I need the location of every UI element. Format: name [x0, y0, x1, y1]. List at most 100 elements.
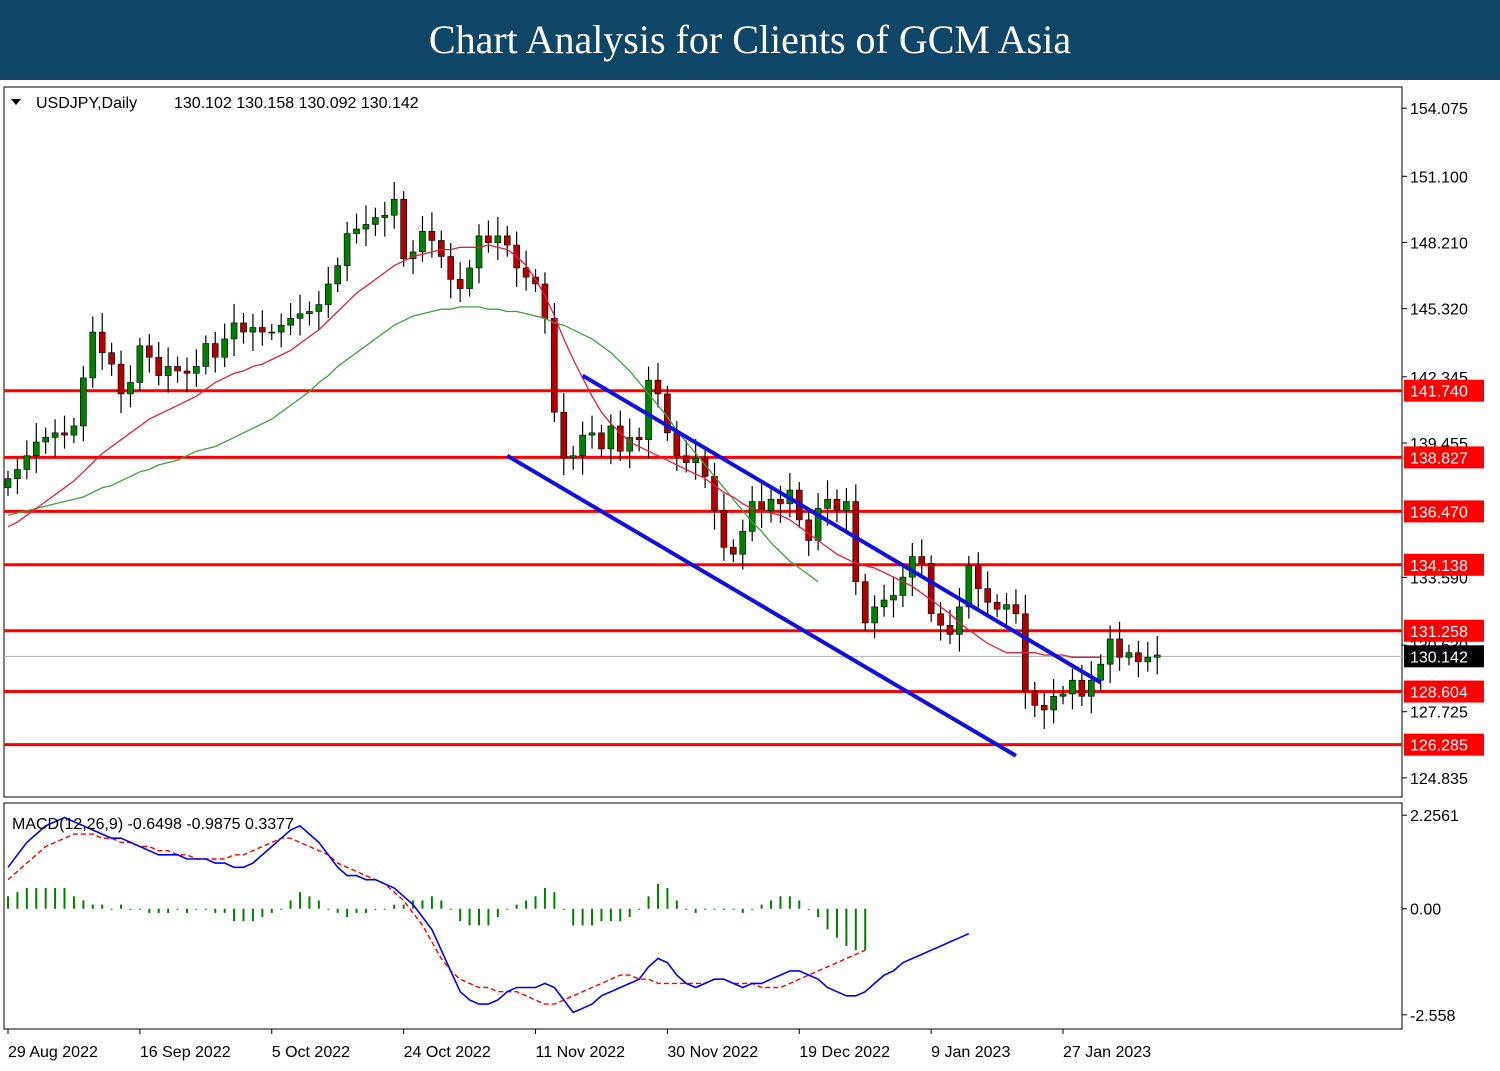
candle: [155, 341, 163, 386]
hist-bar: [449, 908, 452, 910]
candle-body: [447, 256, 455, 280]
candle-body: [287, 318, 294, 326]
candle: [1153, 635, 1161, 675]
macd-tick-label: -2.558: [1410, 1008, 1455, 1025]
candle-body: [230, 322, 238, 340]
hist-bar: [656, 883, 659, 909]
date-tick-label: 30 Nov 2022: [667, 1044, 758, 1061]
level-tag-label: 128.604: [1410, 685, 1468, 702]
hist-bar: [713, 908, 716, 910]
candle-body: [1069, 679, 1076, 695]
candle-body: [824, 498, 831, 509]
candle-body: [833, 498, 841, 512]
hist-bar: [289, 900, 292, 909]
hist-bar: [807, 908, 810, 910]
hist-bar: [72, 896, 75, 909]
hist-bar: [364, 908, 367, 913]
candle: [852, 484, 860, 596]
candle: [127, 365, 134, 408]
candle: [494, 216, 502, 260]
candle: [117, 350, 125, 413]
candle: [890, 576, 897, 618]
hist-bar: [374, 908, 377, 910]
candle: [400, 191, 407, 267]
candle: [51, 419, 59, 457]
candle-body: [362, 224, 370, 230]
hist-bar: [478, 908, 480, 926]
candle-body: [673, 432, 681, 457]
candle: [861, 573, 869, 631]
candle-body: [560, 411, 568, 459]
candle-body: [579, 434, 586, 457]
candle-body: [993, 602, 1001, 610]
macd-axis: 2.2561 0.00 -2.558: [1402, 808, 1459, 1025]
candle: [503, 226, 511, 257]
price-tick-label: 124.835: [1410, 771, 1468, 788]
candle-body: [353, 228, 360, 234]
price-tick-label: 127.725: [1410, 705, 1468, 722]
candle: [447, 242, 455, 299]
hist-bar: [628, 908, 631, 918]
candle-body: [32, 441, 40, 457]
candle: [1003, 592, 1010, 625]
main-plot-frame: [3, 86, 1403, 798]
hist-bar: [35, 888, 38, 909]
candle: [569, 445, 577, 470]
candle-body: [1097, 663, 1105, 681]
candle: [946, 609, 954, 645]
candle: [1040, 691, 1048, 729]
level-tag-label: 134.138: [1410, 558, 1468, 575]
sma-short-line: [7, 244, 1101, 658]
candle: [390, 182, 398, 229]
hist-bar: [280, 908, 283, 910]
trend-channel: [506, 373, 1102, 758]
hist-bar: [694, 908, 697, 913]
chart-area: 154.075151.100148.210145.320142.345139.4…: [3, 86, 1484, 1061]
candle-body: [1088, 679, 1095, 697]
candle-body: [777, 498, 784, 505]
candle: [1135, 641, 1142, 678]
candle-body: [98, 331, 106, 353]
candle-body: [428, 230, 436, 241]
hist-bar: [760, 904, 763, 909]
candle-body: [965, 565, 973, 608]
price-tick-label: 151.100: [1410, 169, 1468, 186]
hist-bar: [647, 896, 650, 909]
hist-bar: [722, 908, 725, 910]
candle-body: [852, 501, 860, 583]
candle: [42, 427, 49, 454]
hist-bar: [751, 908, 754, 910]
candle: [899, 567, 907, 608]
candle: [880, 584, 888, 617]
candle-body: [146, 345, 153, 358]
level-tag-label: 141.740: [1410, 384, 1468, 401]
hist-bar: [619, 908, 622, 922]
level-tag-label: 136.470: [1410, 504, 1468, 521]
macd-label: MACD(12,26,9) -0.6498 -0.9875 0.3377: [12, 816, 294, 833]
candle: [598, 424, 605, 457]
candle: [202, 335, 210, 375]
candle-body: [598, 432, 605, 450]
date-tick-label: 29 Aug 2022: [8, 1044, 98, 1061]
hist-bar: [788, 896, 791, 909]
hist-bar: [666, 888, 669, 909]
candle: [372, 207, 379, 237]
hist-bar: [44, 888, 47, 909]
candle: [560, 393, 568, 476]
candle: [833, 489, 841, 523]
candle-body: [14, 469, 21, 479]
candle: [98, 313, 106, 370]
candle: [1059, 685, 1067, 705]
candle-body: [1003, 604, 1010, 610]
candle: [23, 440, 31, 480]
candle: [739, 519, 747, 570]
candle-body: [475, 235, 483, 269]
level-tag-box: [1404, 733, 1484, 756]
level-tag-box: [1404, 446, 1484, 469]
hist-bar: [120, 904, 123, 909]
candle-body: [974, 565, 982, 589]
candle: [136, 337, 144, 391]
candle-body: [268, 331, 276, 334]
candle-body: [61, 432, 68, 436]
hist-bar: [270, 908, 273, 913]
